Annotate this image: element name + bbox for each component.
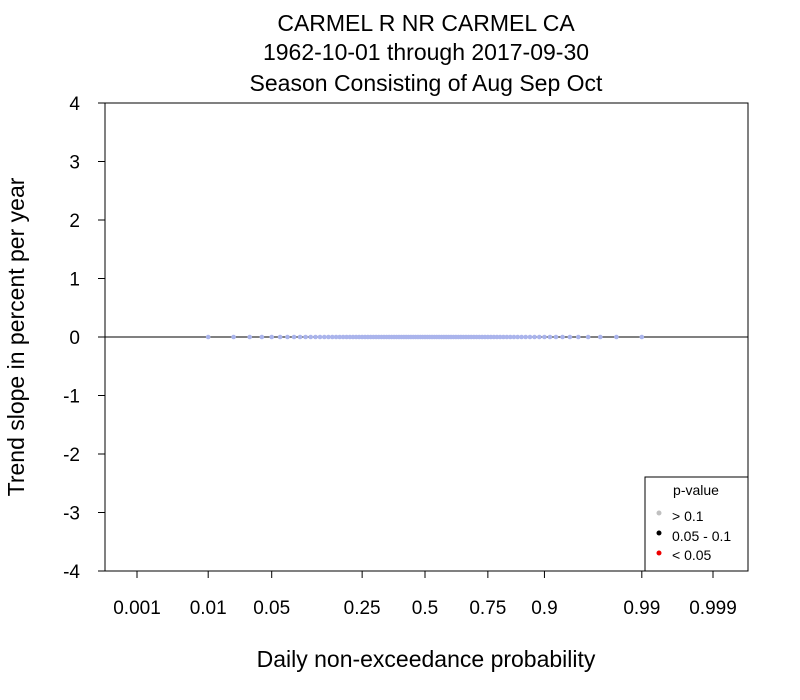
data-point: [277, 334, 283, 340]
data-point: [614, 334, 619, 340]
data-point: [508, 334, 513, 340]
x-tick-label: 0.25: [344, 598, 381, 619]
data-point: [337, 334, 342, 340]
y-axis-label: Trend slope in percent per year: [3, 177, 29, 496]
data-point: [340, 334, 346, 340]
data-point: [501, 334, 506, 340]
y-tick-label: -1: [63, 387, 80, 408]
data-point: [511, 334, 517, 340]
data-point: [639, 334, 645, 340]
legend-title: p-value: [673, 482, 719, 498]
data-point: [547, 334, 553, 340]
y-tick-label: -2: [63, 445, 80, 466]
data-point: [494, 334, 500, 340]
data-point: [523, 334, 528, 340]
data-point: [269, 334, 275, 340]
legend-marker-red: [656, 550, 662, 556]
y-axis: 4 3 2 1 0 -1 -2 -3 -4: [63, 94, 105, 583]
data-point: [297, 334, 303, 340]
legend-marker-black: [656, 530, 662, 536]
data-point: [560, 334, 565, 340]
x-tick-label: 0.999: [689, 598, 737, 619]
chart-title-line-3: Season Consisting of Aug Sep Oct: [250, 70, 603, 96]
chart-title-line-2: 1962-10-01 through 2017-09-30: [263, 39, 589, 65]
data-point: [313, 334, 318, 340]
data-point: [504, 334, 510, 340]
data-point: [527, 334, 533, 340]
data-point: [567, 334, 573, 340]
x-tick-label: 0.05: [253, 598, 290, 619]
y-tick-label: -4: [63, 562, 80, 583]
data-point: [259, 334, 265, 340]
data-point: [519, 334, 524, 340]
data-point: [247, 334, 253, 340]
legend: p-value > 0.1 0.05 - 0.1 < 0.05: [644, 476, 749, 572]
data-point: [347, 334, 353, 340]
data-point: [291, 334, 297, 340]
legend-marker-gray: [656, 510, 662, 516]
data-point: [285, 334, 290, 340]
legend-box: [644, 476, 749, 572]
data-point: [344, 334, 349, 340]
data-point: [597, 334, 603, 340]
y-tick-label: -3: [63, 504, 80, 525]
data-point: [515, 334, 520, 340]
y-tick-label: 4: [69, 94, 80, 115]
data-point: [532, 334, 537, 340]
y-tick-label: 0: [69, 328, 80, 349]
x-tick-label: 0.001: [113, 598, 161, 619]
x-tick-label: 0.01: [190, 598, 227, 619]
legend-label-gray: > 0.1: [672, 508, 704, 524]
data-point: [542, 334, 547, 340]
data-point: [330, 334, 335, 340]
data-point: [497, 334, 503, 340]
x-tick-label: 0.75: [469, 598, 506, 619]
data-point: [317, 334, 323, 340]
chart-title-line-1: CARMEL R NR CARMEL CA: [277, 10, 575, 36]
data-point: [205, 334, 211, 340]
y-tick-label: 3: [69, 153, 80, 174]
data-point: [308, 334, 313, 340]
data-point: [585, 334, 591, 340]
data-points: [205, 334, 645, 340]
x-axis-label: Daily non-exceedance probability: [257, 646, 596, 672]
data-point: [303, 334, 308, 340]
data-point: [231, 334, 236, 340]
x-tick-label: 0.9: [531, 598, 557, 619]
y-tick-label: 1: [69, 270, 80, 291]
legend-label-red: < 0.05: [672, 547, 712, 563]
x-axis: 0.001 0.01 0.05 0.25 0.5 0.75 0.9 0.99 0.999: [113, 571, 737, 619]
data-point: [575, 334, 581, 340]
data-point: [553, 334, 559, 340]
data-point: [326, 334, 331, 340]
x-tick-label: 0.5: [412, 598, 438, 619]
data-point: [322, 334, 327, 340]
data-point: [333, 334, 339, 340]
y-tick-label: 2: [69, 211, 80, 232]
data-point: [537, 334, 542, 340]
legend-label-black: 0.05 - 0.1: [672, 528, 731, 544]
x-tick-label: 0.99: [623, 598, 660, 619]
